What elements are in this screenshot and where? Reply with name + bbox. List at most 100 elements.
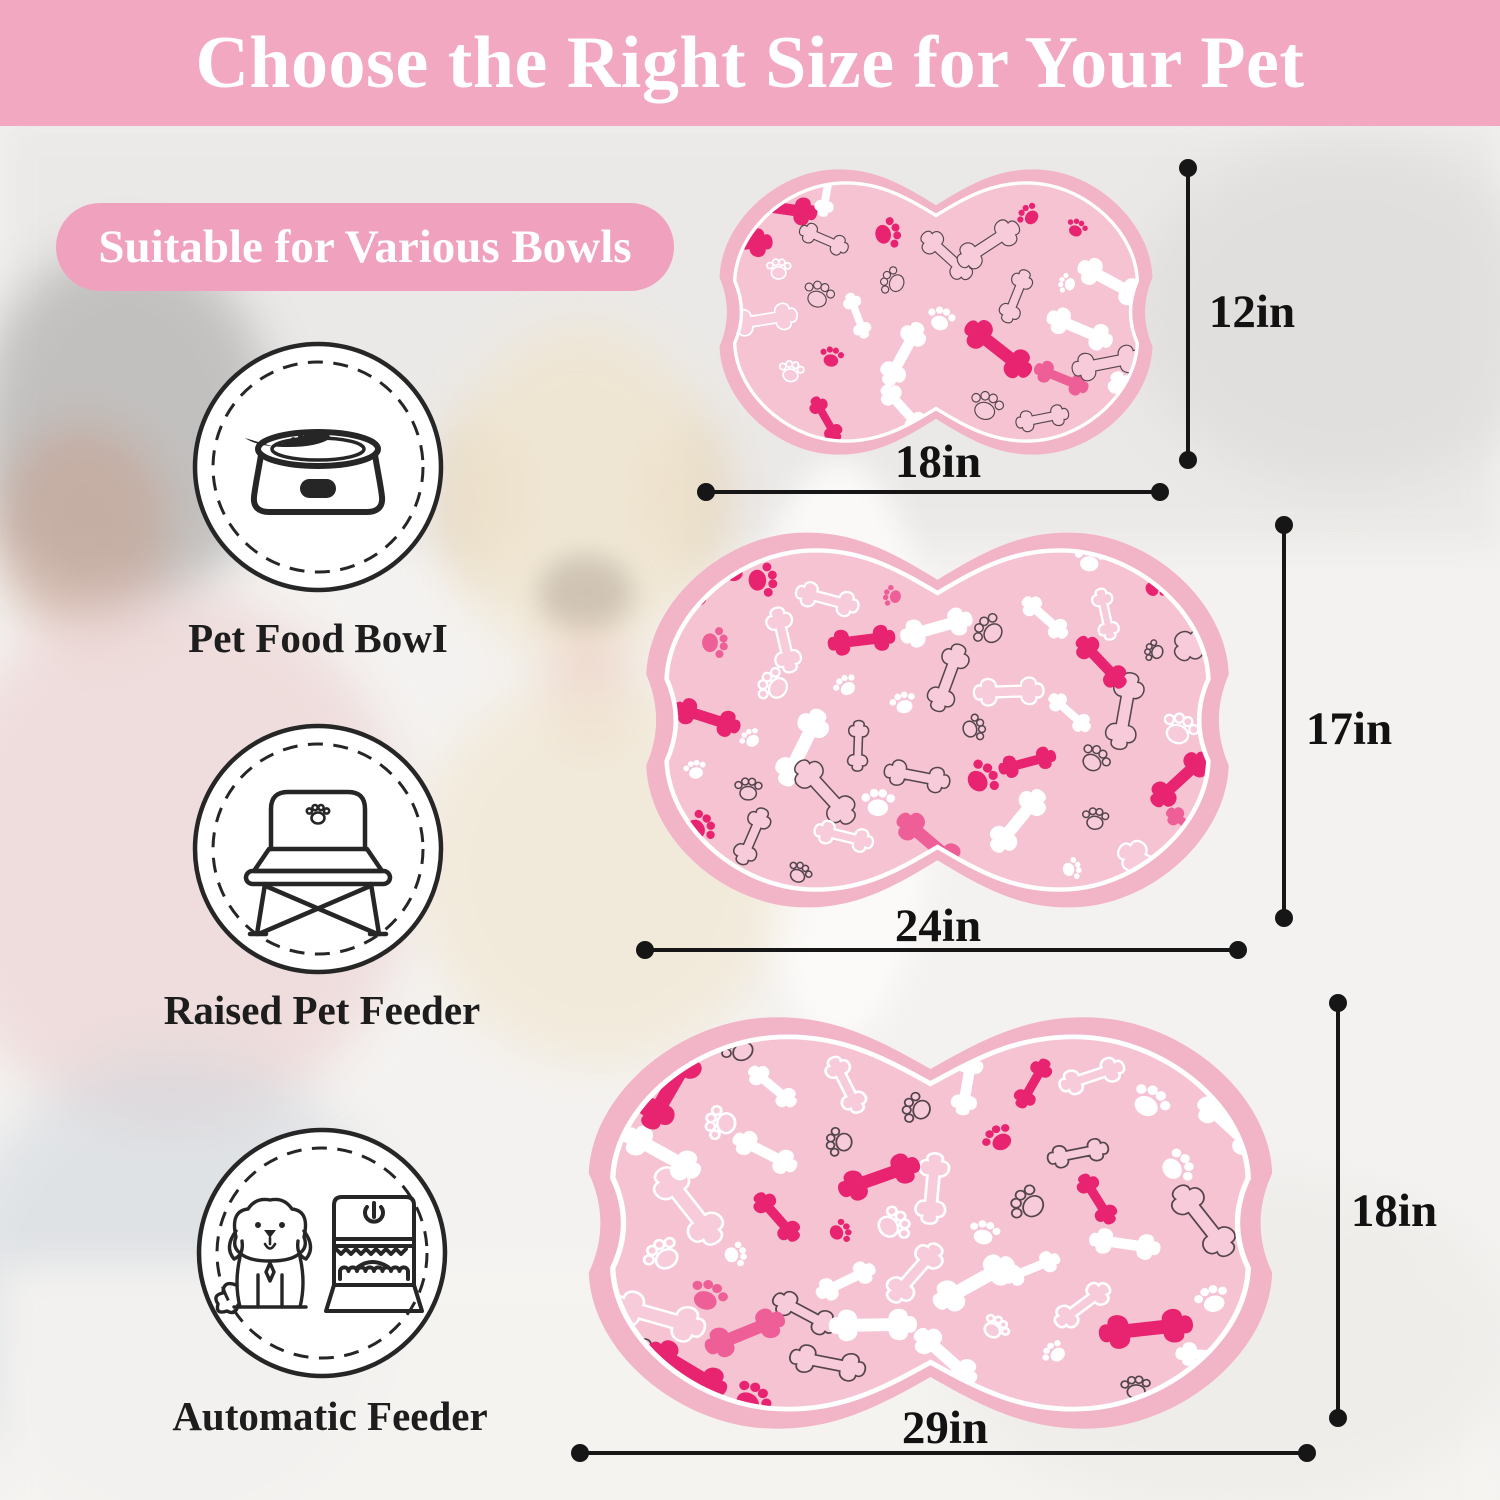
paw-motif <box>882 584 901 606</box>
paw-motif <box>692 1279 728 1310</box>
bone-motif <box>972 676 1045 707</box>
bone-motif <box>1235 1364 1249 1410</box>
mat-large-width-label: 29in <box>901 1402 989 1454</box>
bone-motif <box>1150 751 1209 808</box>
bone-motif <box>789 1344 867 1382</box>
paw-motif <box>666 854 683 879</box>
bone-motif <box>1003 1251 1061 1286</box>
paw-motif <box>724 1241 747 1267</box>
paw-motif <box>789 861 813 883</box>
mat-medium <box>646 532 1229 908</box>
bone-motif <box>913 1327 978 1386</box>
bone-motif <box>883 759 951 794</box>
bone-motif <box>1033 360 1089 396</box>
bone-motif <box>920 230 974 281</box>
bone-motif <box>815 1261 876 1301</box>
paw-motif <box>683 759 706 779</box>
paw-motif <box>973 612 1003 644</box>
bone-motif <box>1090 587 1120 641</box>
bone-motif <box>1053 1281 1112 1329</box>
paw-motif <box>778 360 805 383</box>
page-title: Choose the Right Size for Your Pet <box>0 0 1500 126</box>
bone-motif <box>998 269 1034 324</box>
bone-motif <box>827 624 896 656</box>
feature-label-automatic-feeder: Automatic Feeder <box>172 1393 488 1439</box>
paw-motif <box>967 759 999 792</box>
bone-motif <box>798 222 849 256</box>
bone-motif <box>1089 1228 1161 1260</box>
bone-motif <box>824 1055 868 1114</box>
paw-motif <box>765 258 792 280</box>
mat-medium-height-label: 17in <box>1305 703 1393 755</box>
bone-motif <box>747 1065 797 1108</box>
paw-motif <box>1058 272 1076 293</box>
mat-large <box>588 1017 1273 1429</box>
bone-motif <box>900 607 973 648</box>
paw-motif <box>901 1091 931 1123</box>
paw-motif <box>642 1236 679 1270</box>
bone-motif <box>645 1340 728 1399</box>
bone-motif <box>1021 596 1069 639</box>
feature-label-raised-pet-feeder: Raised Pet Feeder <box>163 987 481 1033</box>
paw-motif <box>928 306 956 331</box>
paw-motif <box>804 280 836 308</box>
automatic-feeder-icon <box>196 1127 448 1379</box>
paw-motif <box>1017 202 1039 225</box>
paw-motif <box>1134 1084 1171 1117</box>
bone-motif <box>846 719 870 772</box>
bone-motif <box>1058 1056 1126 1096</box>
bone-motif <box>794 759 856 825</box>
paw-motif <box>1194 1285 1227 1312</box>
mat-small <box>719 169 1153 455</box>
paw-motif <box>1082 807 1110 830</box>
paw-motif <box>877 1205 911 1239</box>
bone-motif <box>989 788 1047 853</box>
raised-pet-feeder-icon <box>192 723 444 975</box>
bone-motif <box>814 182 839 217</box>
paw-motif <box>739 727 759 747</box>
bone-motif <box>666 550 687 585</box>
paw-motif <box>829 1218 852 1242</box>
feature-label-pet-food-bowl: Pet Food BowI <box>188 615 448 661</box>
bone-motif <box>828 1308 918 1342</box>
paw-motif <box>1162 1148 1194 1181</box>
bone-motif <box>926 643 970 713</box>
bone-motif <box>885 1242 944 1304</box>
bone-motif <box>622 1125 701 1181</box>
paw-motif <box>748 562 778 597</box>
paw-motif <box>970 1220 1001 1245</box>
bone-motif <box>1170 550 1209 583</box>
bone-motif <box>964 320 1033 379</box>
bone-motif <box>880 322 927 386</box>
paw-motif <box>1082 744 1111 772</box>
bone-motif <box>1170 1184 1236 1258</box>
bone-motif <box>612 1290 707 1343</box>
paw-motif <box>833 674 856 696</box>
paw-motif <box>983 1313 1011 1339</box>
bone-motif <box>1098 1308 1193 1349</box>
mat-small-height-label: 12in <box>1208 286 1296 338</box>
paw-motif <box>982 1124 1012 1151</box>
bone-motif <box>1048 693 1091 733</box>
paw-motif <box>962 713 987 741</box>
paw-motif <box>825 1126 853 1157</box>
bone-motif <box>1046 1137 1110 1169</box>
paw-motif <box>1062 857 1082 879</box>
paw-motif <box>820 346 845 367</box>
bone-motif <box>813 819 875 853</box>
bone-motif <box>732 1130 798 1174</box>
bone-motif <box>838 1153 921 1201</box>
bone-motif <box>843 292 872 339</box>
paw-motif <box>879 266 905 294</box>
bone-motif <box>998 746 1057 778</box>
mat-small-width-label: 18in <box>894 436 982 488</box>
bone-motif <box>1076 1173 1118 1225</box>
photo-dog-face-shape <box>538 555 633 630</box>
bone-motif <box>765 606 803 674</box>
paw-motif <box>734 777 763 801</box>
mat-pattern <box>734 182 1138 442</box>
paw-motif <box>1144 639 1164 662</box>
paw-motif <box>889 691 915 714</box>
bone-motif <box>704 1308 786 1358</box>
